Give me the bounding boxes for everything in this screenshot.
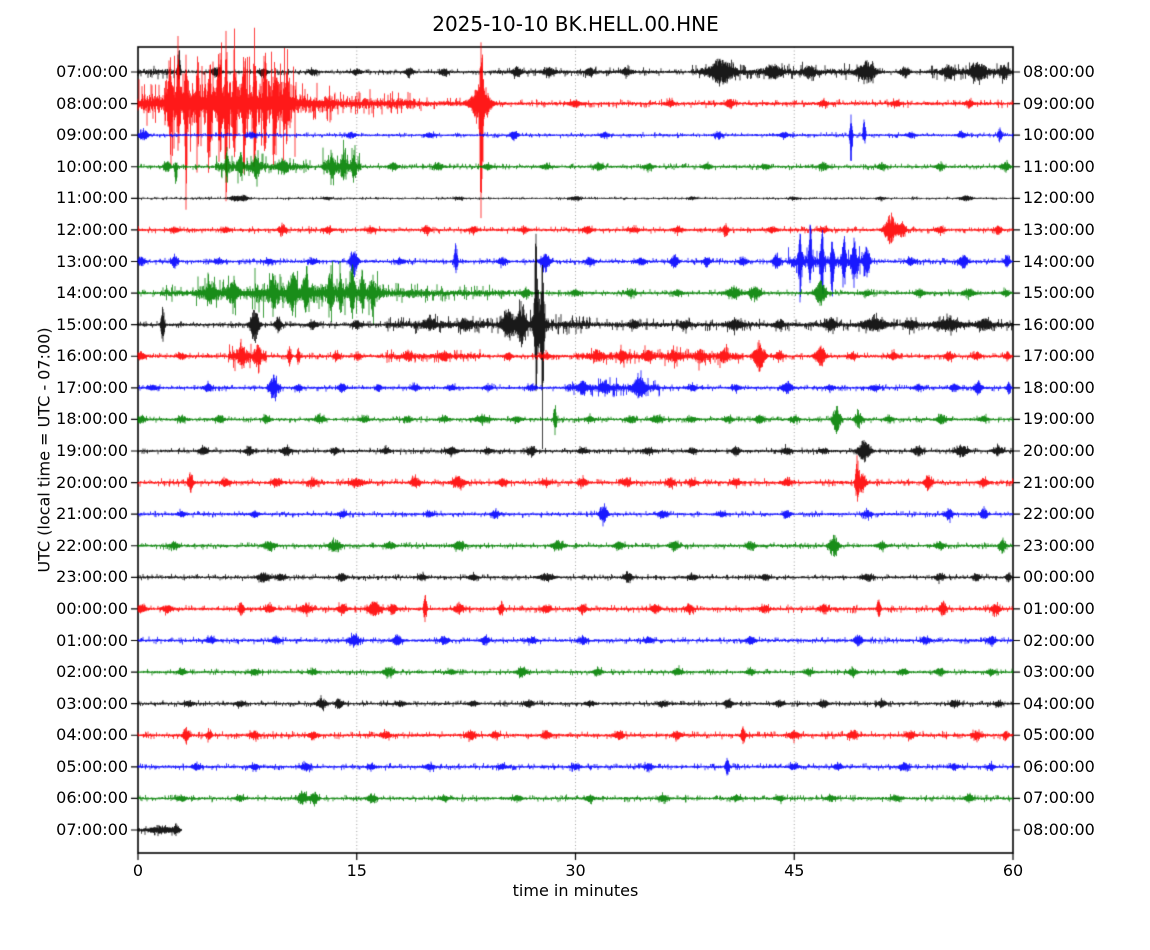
utc-time-label: 03:00:00 [56,693,128,713]
x-tick-label: 30 [565,861,586,880]
local-time-label: 12:00:00 [1023,188,1095,208]
local-time-label: 23:00:00 [1023,535,1095,555]
local-time-label: 09:00:00 [1023,93,1095,113]
x-axis-label: time in minutes [512,881,639,900]
utc-time-label: 10:00:00 [56,156,128,176]
local-time-label: 17:00:00 [1023,346,1095,366]
utc-time-label: 20:00:00 [56,472,128,492]
local-time-label: 19:00:00 [1023,409,1095,429]
x-tick-label: 15 [346,861,367,880]
local-time-label: 07:00:00 [1023,788,1095,808]
utc-time-label: 22:00:00 [56,535,128,555]
utc-time-label: 01:00:00 [56,630,128,650]
local-time-label: 16:00:00 [1023,314,1095,334]
utc-time-label: 18:00:00 [56,409,128,429]
utc-time-label: 23:00:00 [56,567,128,587]
utc-time-label: 04:00:00 [56,725,128,745]
utc-time-label: 21:00:00 [56,504,128,524]
x-tick-label: 0 [132,861,144,880]
local-time-label: 06:00:00 [1023,756,1095,776]
utc-time-label: 07:00:00 [56,820,128,839]
local-time-label: 01:00:00 [1023,598,1095,618]
utc-time-label: 00:00:00 [56,598,128,618]
local-time-label: 08:00:00 [1023,820,1095,839]
local-time-label: 22:00:00 [1023,504,1095,524]
utc-time-label: 15:00:00 [56,314,128,334]
local-time-label: 03:00:00 [1023,662,1095,682]
utc-time-label: 11:00:00 [56,188,128,208]
utc-time-label: 06:00:00 [56,788,128,808]
utc-time-label: 05:00:00 [56,756,128,776]
local-time-label: 00:00:00 [1023,567,1095,587]
local-time-label: 08:00:00 [1023,62,1095,81]
local-time-label: 14:00:00 [1023,251,1095,271]
local-time-label: 04:00:00 [1023,693,1095,713]
x-tick-label: 45 [784,861,805,880]
page-title: 2025-10-10 BK.HELL.00.HNE [432,12,719,36]
utc-time-label: 08:00:00 [56,93,128,113]
local-time-label: 10:00:00 [1023,125,1095,145]
local-time-label: 21:00:00 [1023,472,1095,492]
local-time-label: 15:00:00 [1023,283,1095,303]
local-time-label: 20:00:00 [1023,441,1095,460]
local-time-label: 13:00:00 [1023,219,1095,239]
utc-time-label: 14:00:00 [56,283,128,303]
utc-time-label: 16:00:00 [56,346,128,366]
utc-time-label: 02:00:00 [56,662,128,682]
utc-time-label: 13:00:00 [56,251,128,271]
utc-time-label: 07:00:00 [56,62,128,81]
local-time-label: 05:00:00 [1023,725,1095,745]
local-time-label: 18:00:00 [1023,377,1095,397]
utc-time-label: 09:00:00 [56,125,128,145]
local-time-label: 11:00:00 [1023,156,1095,176]
utc-time-label: 17:00:00 [56,377,128,397]
utc-time-label: 19:00:00 [56,441,128,460]
utc-time-label: 12:00:00 [56,219,128,239]
local-time-label: 02:00:00 [1023,630,1095,650]
x-tick-label: 60 [1002,861,1024,880]
